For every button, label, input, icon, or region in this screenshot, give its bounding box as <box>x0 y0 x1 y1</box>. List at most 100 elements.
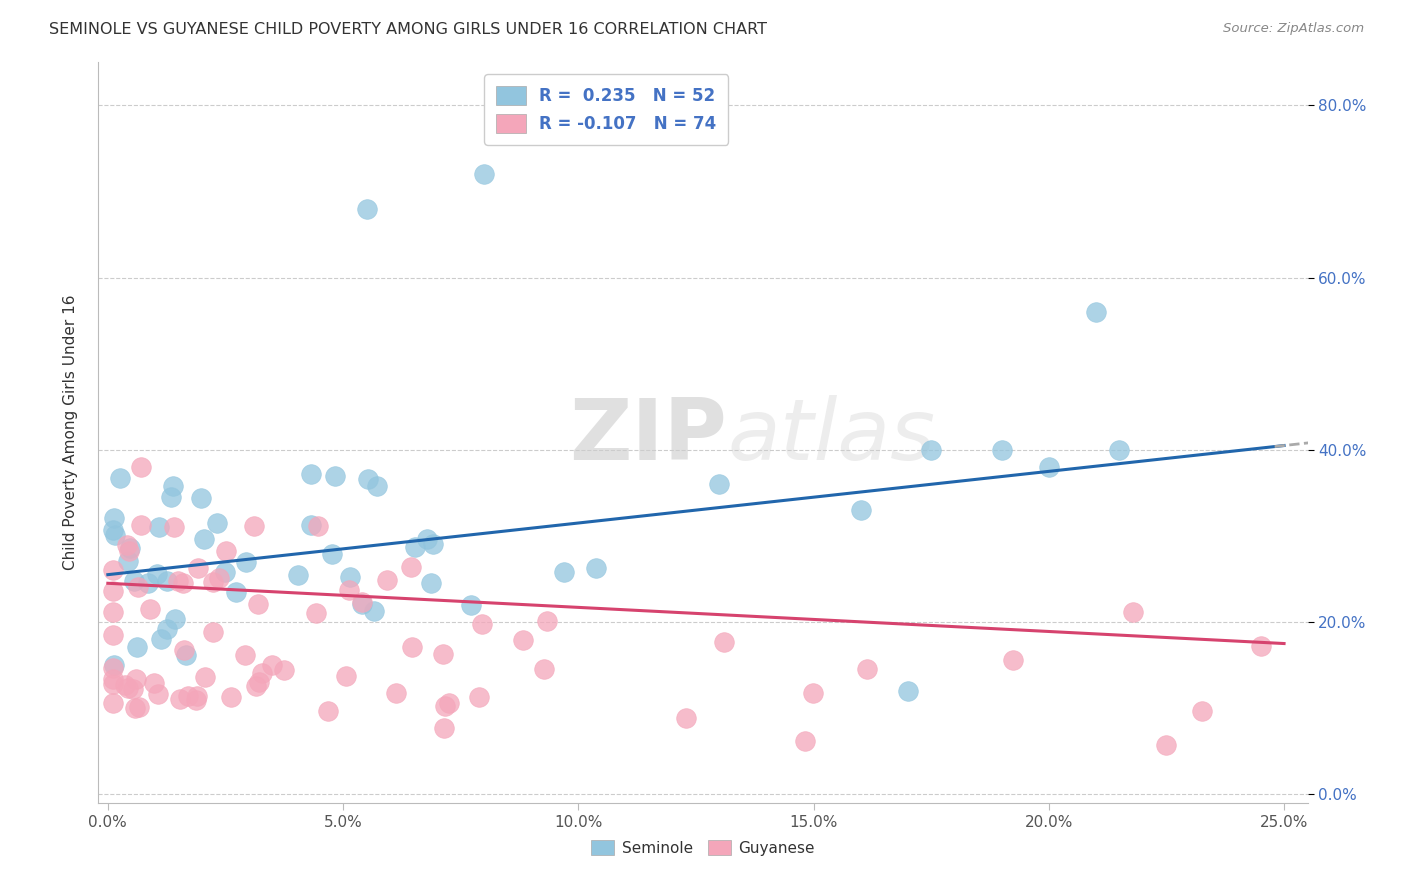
Point <box>118 544 141 558</box>
Point <box>460 598 482 612</box>
Point <box>1108 442 1130 457</box>
Point <box>316 704 339 718</box>
Point <box>177 689 200 703</box>
Point <box>148 520 170 534</box>
Point <box>186 689 208 703</box>
Point <box>202 574 225 589</box>
Point <box>468 690 491 704</box>
Point <box>225 584 247 599</box>
Point <box>553 565 575 579</box>
Point <box>335 669 357 683</box>
Point <box>117 554 139 568</box>
Point <box>350 595 373 609</box>
Point <box>138 575 160 590</box>
Text: atlas: atlas <box>727 395 935 478</box>
Point <box>190 491 212 506</box>
Point <box>219 690 242 705</box>
Y-axis label: Child Poverty Among Girls Under 16: Child Poverty Among Girls Under 16 <box>63 295 77 570</box>
Point <box>434 699 457 714</box>
Text: SEMINOLE VS GUYANESE CHILD POVERTY AMONG GIRLS UNDER 16 CORRELATION CHART: SEMINOLE VS GUYANESE CHILD POVERTY AMONG… <box>49 22 768 37</box>
Point <box>287 568 309 582</box>
Point <box>401 640 423 655</box>
Point <box>103 511 125 525</box>
Point <box>173 643 195 657</box>
Point <box>101 628 124 642</box>
Point <box>103 672 125 686</box>
Point <box>675 711 697 725</box>
Point <box>1084 305 1107 319</box>
Point <box>366 479 388 493</box>
Point <box>262 657 284 672</box>
Point <box>117 681 139 695</box>
Point <box>357 472 380 486</box>
Point <box>793 733 815 747</box>
Point <box>709 477 731 491</box>
Point <box>415 532 437 546</box>
Point <box>101 676 124 690</box>
Point <box>512 633 534 648</box>
Point <box>124 672 146 686</box>
Point <box>849 503 872 517</box>
Point <box>897 684 920 698</box>
Point <box>146 687 169 701</box>
Point <box>404 540 426 554</box>
Point <box>247 598 270 612</box>
Point <box>250 666 273 681</box>
Point <box>920 442 942 457</box>
Point <box>713 634 735 648</box>
Point <box>155 574 177 588</box>
Point <box>101 564 124 578</box>
Point <box>101 523 124 537</box>
Point <box>432 721 454 735</box>
Point <box>399 559 422 574</box>
Point <box>114 678 136 692</box>
Point <box>215 543 238 558</box>
Point <box>533 662 555 676</box>
Point <box>471 617 494 632</box>
Point <box>174 648 197 662</box>
Point <box>235 555 257 569</box>
Point <box>1122 605 1144 619</box>
Point <box>536 614 558 628</box>
Point <box>124 574 146 589</box>
Point <box>156 623 179 637</box>
Point <box>1250 639 1272 653</box>
Point <box>801 686 824 700</box>
Point <box>184 692 207 706</box>
Point <box>350 597 373 611</box>
Point <box>202 624 225 639</box>
Point <box>103 528 125 542</box>
Point <box>307 518 329 533</box>
Legend: Seminole, Guyanese: Seminole, Guyanese <box>585 834 821 862</box>
Point <box>194 670 217 684</box>
Point <box>169 691 191 706</box>
Point <box>585 561 607 575</box>
Point <box>208 571 231 585</box>
Point <box>247 674 270 689</box>
Point <box>162 478 184 492</box>
Point <box>439 696 461 710</box>
Point <box>432 647 454 661</box>
Point <box>304 607 326 621</box>
Point <box>150 632 173 646</box>
Point <box>299 517 322 532</box>
Point <box>339 570 361 584</box>
Point <box>127 580 149 594</box>
Point <box>299 467 322 481</box>
Point <box>363 604 385 618</box>
Point <box>193 533 215 547</box>
Point <box>856 662 879 676</box>
Point <box>205 516 228 530</box>
Point <box>214 565 236 579</box>
Point <box>108 471 131 485</box>
Point <box>124 701 146 715</box>
Point <box>115 538 138 552</box>
Point <box>159 490 181 504</box>
Point <box>990 442 1012 457</box>
Point <box>337 583 360 598</box>
Text: ZIP: ZIP <box>569 395 727 478</box>
Point <box>101 661 124 675</box>
Point <box>245 679 267 693</box>
Point <box>321 547 343 561</box>
Point <box>356 202 378 216</box>
